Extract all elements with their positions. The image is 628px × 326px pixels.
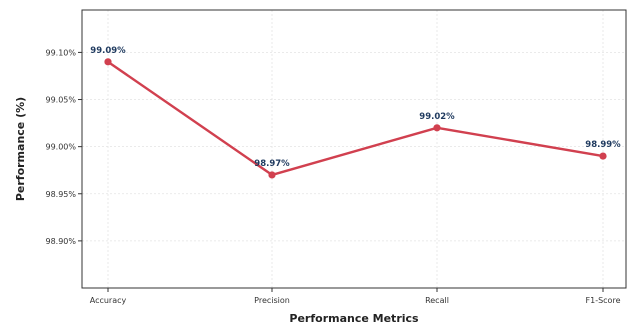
data-point <box>433 124 441 132</box>
y-tick-label: 98.90% <box>45 237 76 246</box>
tick-layer: 98.90% 98.95% 99.00% 99.05% 99.10% Accuracy Pr… <box>45 48 620 305</box>
y-axis-title: Performance (%) <box>14 97 27 201</box>
x-tick-label: Accuracy <box>90 296 127 305</box>
data-label-layer: 99.09% 98.97% 99.02% 98.99% <box>90 46 621 169</box>
series-line <box>107 60 604 177</box>
data-label: 98.97% <box>254 159 290 169</box>
data-point <box>104 58 112 66</box>
x-axis-title: Performance Metrics <box>289 312 419 325</box>
y-tick-label: 99.10% <box>45 48 76 57</box>
y-tick-label: 99.05% <box>45 96 76 105</box>
series-layer <box>104 58 607 179</box>
x-tick-label: F1-Score <box>586 296 621 305</box>
plot-frame <box>81 9 627 289</box>
data-label: 99.09% <box>90 46 126 56</box>
x-tick-label: Precision <box>254 296 290 305</box>
data-label: 99.02% <box>419 112 455 122</box>
y-tick-label: 99.00% <box>45 143 76 152</box>
x-tick-label: Recall <box>425 296 449 305</box>
data-point <box>268 171 276 179</box>
grid-layer <box>82 10 626 288</box>
y-tick-label: 98.95% <box>45 190 76 199</box>
data-label: 98.99% <box>585 140 621 150</box>
data-point <box>599 152 607 160</box>
